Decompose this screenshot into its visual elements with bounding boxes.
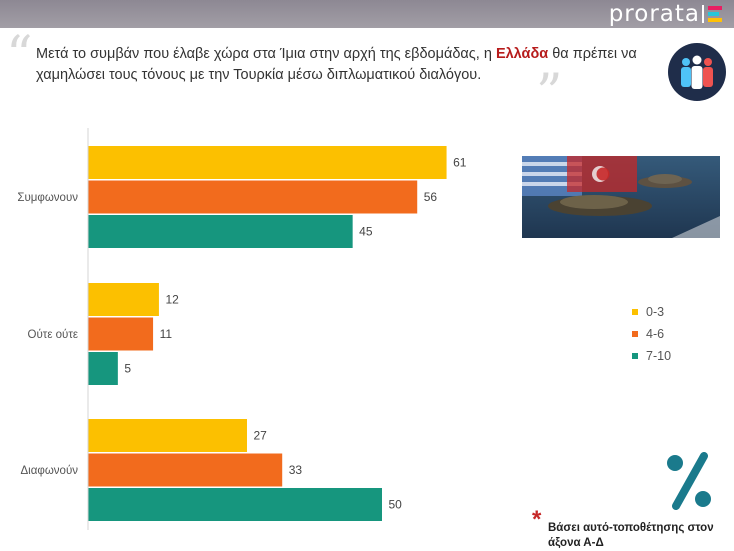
bar-value-label: 33: [289, 463, 303, 477]
bar-value-label: 11: [160, 327, 173, 341]
bar-value-label: 45: [359, 225, 373, 239]
legend-label: 4-6: [646, 327, 665, 341]
legend-swatch: [632, 353, 638, 359]
bar-value-label: 61: [453, 156, 467, 170]
footnote-text: Βάσει αυτό-τοποθέτησης στον άξονα Α-Δ: [548, 522, 714, 549]
question-text: Μετά το συμβάν που έλαβε χώρα στα Ίμια σ…: [36, 44, 676, 86]
bar-value-label: 56: [424, 190, 438, 204]
legend-item-0-3: 0-3: [632, 301, 671, 323]
bar-4-6-0: [88, 180, 418, 214]
chart-legend: 0-3 4-6 7-10: [632, 301, 671, 367]
bar-0-3-1: [88, 283, 159, 316]
question-before: Μετά το συμβάν που έλαβε χώρα στα Ίμια σ…: [36, 46, 496, 62]
people-group-icon: [668, 43, 726, 101]
bar-4-6-2: [88, 453, 283, 487]
brand-divider: [702, 5, 704, 23]
legend-label: 0-3: [646, 305, 665, 319]
top-bar: prorata: [0, 0, 734, 28]
open-quote-icon: “: [6, 26, 33, 86]
bar-value-label: 5: [124, 362, 131, 376]
question-after: θα πρέπει να χαμηλώσει τους τόνους με τη…: [36, 46, 637, 83]
legend-label: 7-10: [646, 349, 672, 363]
brand-bars-icon: [708, 6, 722, 22]
category-label: Ούτε ούτε: [28, 329, 78, 341]
brand-name: prorata: [608, 1, 700, 27]
imia-photo: [522, 156, 720, 238]
bar-7-10-2: [88, 488, 382, 521]
question-highlight: Ελλάδα: [495, 46, 549, 62]
bar-4-6-1: [88, 317, 154, 351]
percent-icon: [667, 452, 711, 510]
chart-canvas: 61 56 45 Συμφωνουν 12 11 5 Ούτε ούτε 27 33 50 Διαφω…: [17, 128, 467, 530]
bar-value-label: 27: [253, 429, 267, 443]
legend-item-4-6: 4-6: [632, 323, 671, 345]
legend-item-7-10: 7-10: [632, 345, 671, 367]
bar-0-3-2: [88, 419, 247, 452]
category-label: Διαφωνούν: [20, 465, 78, 477]
close-quote-icon: ”: [536, 64, 563, 124]
bar-0-3-0: [88, 146, 447, 179]
footnote-star-icon: *: [532, 506, 542, 533]
bar-chart: 61 56 45 Συμφωνουν 12 11 5 Ούτε ούτε 27 33 50 Διαφω…: [0, 120, 734, 551]
legend-swatch: [632, 309, 638, 315]
legend-swatch: [632, 331, 638, 337]
bar-7-10-0: [88, 215, 353, 248]
bar-value-label: 50: [389, 498, 403, 512]
bar-7-10-1: [88, 352, 118, 385]
bar-value-label: 12: [165, 293, 179, 307]
islands-photo-image: [522, 156, 720, 238]
category-label: Συμφωνουν: [17, 192, 78, 204]
brand-logo: prorata: [609, 0, 724, 28]
